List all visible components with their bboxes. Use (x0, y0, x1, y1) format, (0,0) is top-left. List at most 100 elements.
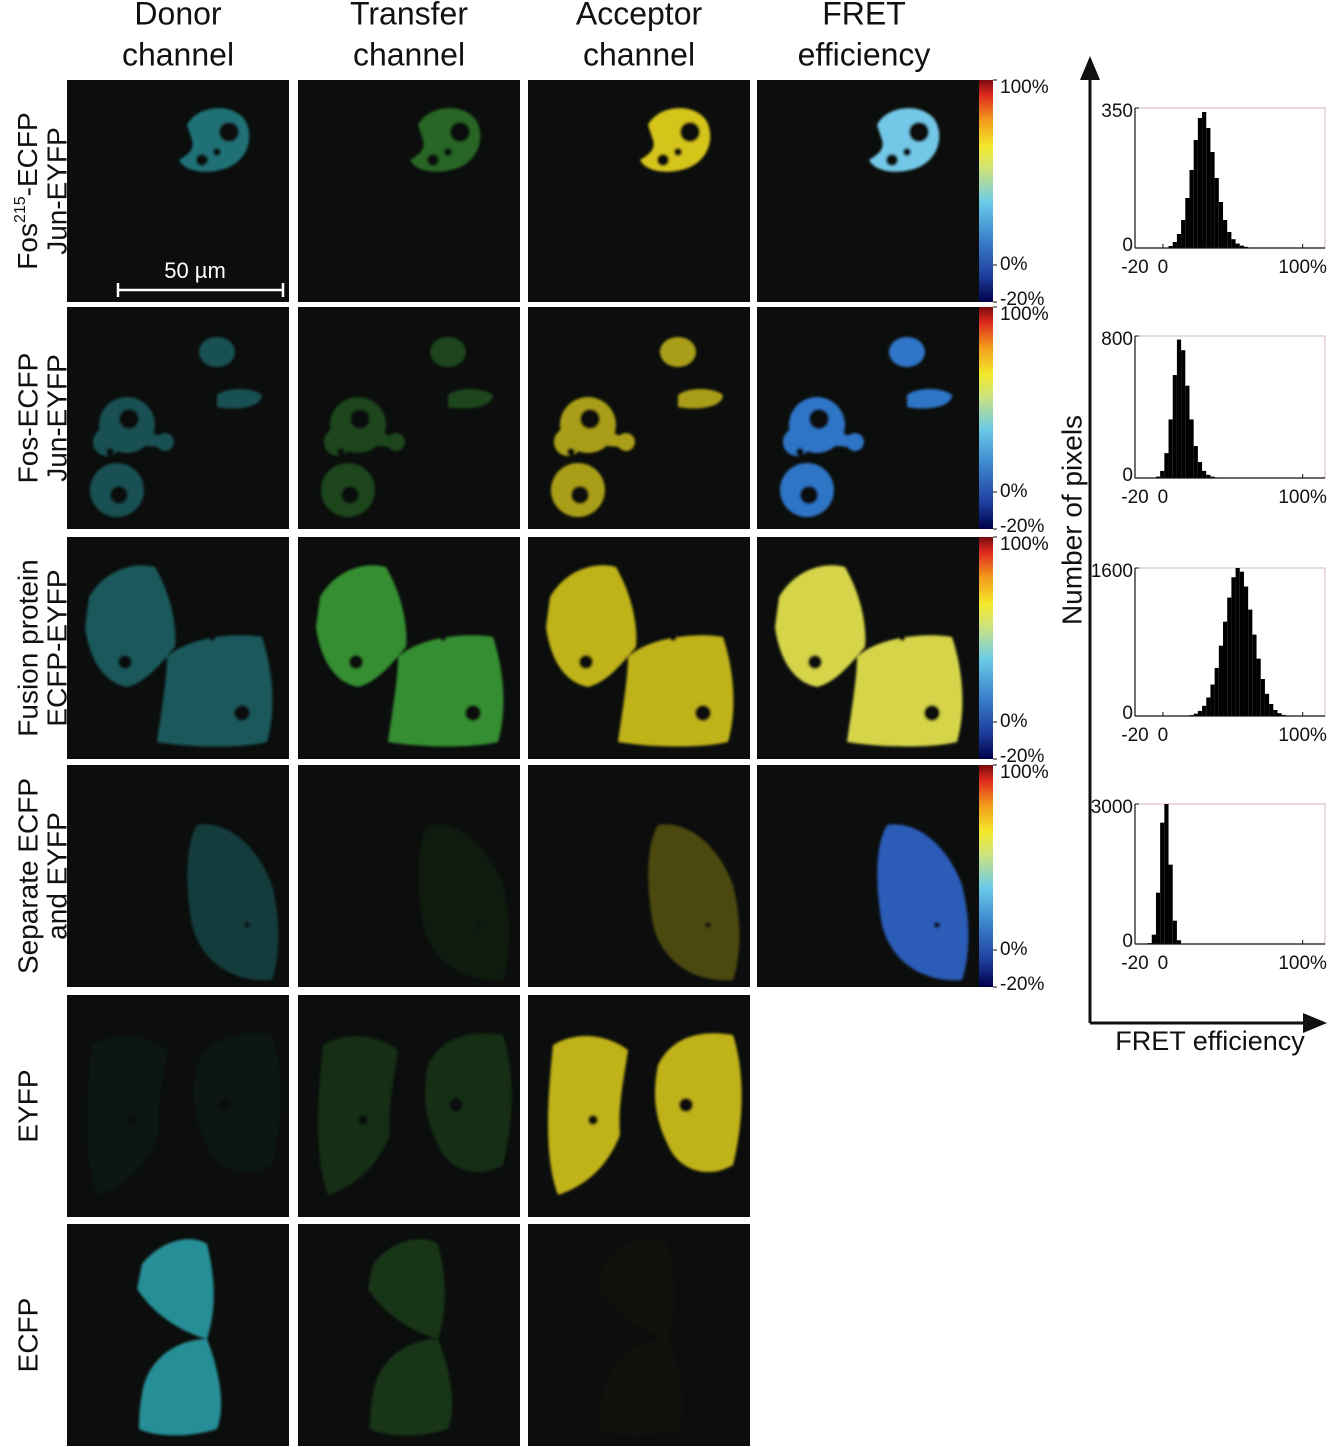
nucleolus (796, 448, 804, 456)
histogram-bar (1252, 634, 1257, 716)
histogram-bar (1231, 577, 1236, 716)
cells (85, 565, 273, 747)
cell (187, 824, 279, 981)
x-tick-label: 0 (1158, 487, 1169, 508)
histogram-bar (1155, 892, 1161, 944)
x-tick-label: -20 (1121, 487, 1148, 508)
nucleolus (337, 448, 345, 456)
cell (418, 824, 510, 981)
y-tick-label: 0 (1122, 931, 1133, 952)
cell (370, 1339, 453, 1436)
nucleolus (196, 154, 208, 166)
cells (648, 824, 740, 981)
nucleolus (219, 122, 239, 142)
histogram-bar (1210, 684, 1215, 716)
nucleolus (119, 409, 139, 429)
cell (323, 428, 352, 456)
panel-background (528, 80, 750, 302)
y-tick-label: 0 (1122, 235, 1133, 256)
histogram-bar (1206, 697, 1211, 716)
histogram-bar (1210, 476, 1215, 478)
histogram-bar (1210, 152, 1215, 248)
nucleolus (809, 409, 829, 429)
y-tick-label: 0 (1122, 703, 1133, 724)
arrow-head (1080, 56, 1100, 80)
cell (847, 635, 963, 747)
histogram-bar (1218, 202, 1224, 248)
image-panel (757, 537, 979, 759)
x-tick-label: -20 (1121, 953, 1148, 974)
cell (448, 389, 493, 409)
nucleolus (808, 655, 822, 669)
image-panel (67, 80, 289, 302)
histogram-bar (1189, 419, 1194, 478)
histogram-bar (1176, 940, 1182, 944)
nucleolus (349, 655, 363, 669)
x-tick-label: -20 (1121, 257, 1148, 278)
nucleolus (218, 1098, 232, 1112)
colorbar-tick-label: 0% (1000, 939, 1028, 960)
column-header: channel (353, 36, 465, 72)
nucleolus (695, 705, 711, 721)
row-label: Fusion protein (12, 559, 43, 736)
histogram-frame (1134, 107, 1326, 249)
cell (366, 427, 393, 447)
cell (217, 389, 262, 409)
histogram-bar (1235, 568, 1240, 716)
histogram-bar (1181, 220, 1186, 248)
image-panel (298, 307, 520, 529)
x-tick-label: -20 (1121, 725, 1148, 746)
colorbar (979, 307, 993, 529)
column-header: efficiency (798, 36, 931, 72)
colorbar-tick-label: -20% (1000, 974, 1044, 995)
cells (869, 108, 940, 172)
cell (548, 1035, 628, 1195)
nucleolus (127, 1115, 137, 1125)
histogram-bar (1176, 234, 1182, 248)
histogram-bar (1185, 198, 1190, 248)
histogram-bar (1214, 667, 1219, 716)
nucleolus (924, 705, 940, 721)
cells (877, 824, 969, 981)
histogram-bar (1197, 118, 1203, 248)
colorbar-tick-label: -20% (1000, 289, 1044, 310)
image-panel (298, 1224, 520, 1446)
panel-background (298, 80, 520, 302)
histogram-bar (1218, 645, 1224, 716)
image-panel (757, 765, 979, 987)
nucleolus (118, 655, 132, 669)
histogram-bar (1164, 453, 1169, 478)
panel-background (757, 80, 979, 302)
cell (368, 1239, 445, 1339)
image-panel (528, 765, 750, 987)
histogram-bar (1227, 597, 1232, 716)
cell (553, 428, 582, 456)
nucleolus (358, 1115, 368, 1125)
histogram-bar (1181, 350, 1186, 478)
cell (135, 427, 162, 447)
histogram-bar (1172, 375, 1177, 478)
image-panel (528, 995, 750, 1217)
nucleolus (579, 655, 593, 669)
histogram-bar (1206, 474, 1211, 478)
histogram-bar (1172, 920, 1177, 944)
y-tick-label: 0 (1122, 465, 1133, 486)
cell (782, 428, 811, 456)
histogram-bar (1193, 140, 1198, 248)
cells (640, 108, 711, 172)
histogram-bar (1168, 246, 1173, 248)
image-panel (298, 765, 520, 987)
histogram-bar (1189, 170, 1194, 248)
nucleolus (341, 486, 359, 504)
y-tick-label: 800 (1101, 329, 1133, 350)
histogram-bar (1239, 245, 1244, 248)
row-label: EYFP (12, 1069, 43, 1142)
nucleolus (450, 122, 470, 142)
cells (368, 1239, 453, 1436)
histogram-bar (1164, 804, 1169, 944)
histogram-bar (1223, 220, 1228, 248)
histogram-bar (1235, 243, 1240, 248)
cell (198, 337, 235, 367)
image-panel (67, 1224, 289, 1446)
histogram-bar (1248, 609, 1253, 716)
